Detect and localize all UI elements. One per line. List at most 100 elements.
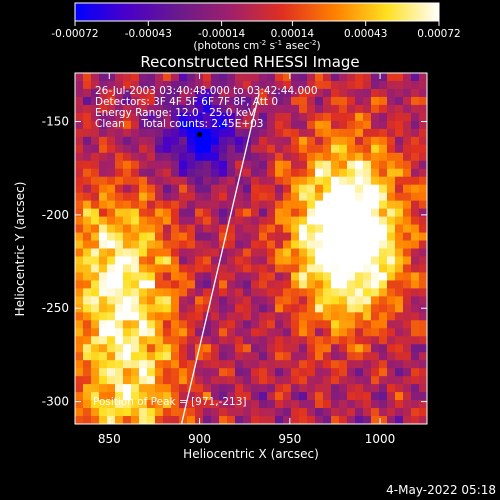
heatmap-cell [259,216,268,225]
heatmap-cell [267,344,276,353]
heatmap-cell [243,376,252,385]
heatmap-cell [347,176,356,186]
heatmap-cell [219,232,228,241]
heatmap-cell [171,88,180,98]
heatmap-cell [163,336,172,345]
heatmap-cell [419,384,428,393]
heatmap-cell [339,296,348,305]
heatmap-cell [267,328,276,337]
heatmap-cell [155,192,164,202]
heatmap-cell [355,144,364,154]
heatmap-cell [323,360,332,369]
heatmap-cell [139,288,148,297]
heatmap-cell [155,344,164,353]
heatmap-cell [219,160,228,170]
heatmap-cell [379,376,388,385]
heatmap-cell [155,328,164,337]
heatmap-cell [395,168,404,178]
heatmap-cell [219,216,228,225]
heatmap-cell [139,328,148,337]
heatmap-cell [187,288,196,297]
heatmap-cell [171,80,180,90]
heatmap-cell [243,208,252,217]
heatmap-cell [243,312,252,321]
heatmap-cell [419,352,428,361]
heatmap-cell [347,232,356,241]
heatmap-cell [363,376,372,385]
heatmap-cell [339,248,348,257]
heatmap-cell [363,416,372,425]
heatmap-cell [91,296,100,305]
heatmap-cell [171,200,180,210]
heatmap-cell [355,200,364,210]
heatmap-cell [419,152,428,162]
heatmap-cell [331,408,340,417]
heatmap-cell [291,288,300,297]
heatmap-cell [155,240,164,249]
heatmap-cell [195,136,204,146]
heatmap-cell [411,160,420,170]
heatmap-cell [307,104,316,114]
heatmap-cell [139,120,148,130]
heatmap-cell [147,112,156,122]
heatmap-cell [315,96,324,106]
heatmap-cell [75,320,84,329]
heatmap-cell [259,272,268,281]
heatmap-cell [243,280,252,289]
heatmap-cell [267,88,276,98]
heatmap-cell [211,360,220,369]
heatmap-cell [123,216,132,225]
heatmap-cell [299,376,308,385]
heatmap-cell [91,144,100,154]
heatmap-cell [91,304,100,313]
heatmap-cell [147,352,156,361]
heatmap-cell [331,152,340,162]
heatmap-cell [395,88,404,98]
heatmap-cell [315,288,324,297]
heatmap-cell [387,352,396,361]
heatmap-cell [163,360,172,369]
colorbar-tick-label: -0.00072 [51,28,98,40]
heatmap-cell [283,208,292,217]
heatmap-cell [147,376,156,385]
heatmap-cell [107,96,116,106]
heatmap-cell [387,152,396,162]
heatmap-cell [115,232,124,241]
heatmap-cell [211,224,220,233]
heatmap-cell [419,168,428,178]
heatmap-cell [331,256,340,265]
heatmap-cell [347,73,356,82]
heatmap-cell [195,208,204,217]
heatmap-cell [99,280,108,289]
heatmap-cell [307,184,316,194]
heatmap-cell [315,160,324,170]
heatmap-cell [227,160,236,170]
heatmap-cell [331,232,340,241]
heatmap-cell [155,392,164,401]
heatmap-cell [275,416,284,425]
heatmap-cell [355,224,364,233]
heatmap-cell [243,368,252,377]
heatmap-cell [355,73,364,82]
heatmap-cell [259,264,268,273]
heatmap-cell [83,240,92,249]
heatmap-cell [403,168,412,178]
heatmap-cell [83,416,92,425]
heatmap-cell [171,336,180,345]
heatmap-cell [419,392,428,401]
heatmap-cell [347,104,356,114]
heatmap-cell [259,120,268,130]
heatmap-cell [211,160,220,170]
heatmap-cell [283,120,292,130]
heatmap-cell [411,336,420,345]
heatmap-cell [323,296,332,305]
heatmap-cell [195,296,204,305]
heatmap-cell [147,416,156,425]
heatmap-cell [83,224,92,233]
heatmap-cell [411,256,420,265]
heatmap-cell [107,80,116,90]
heatmap-cell [139,216,148,225]
heatmap-cell [187,184,196,194]
heatmap-cell [139,112,148,122]
heatmap-cell [387,73,396,82]
